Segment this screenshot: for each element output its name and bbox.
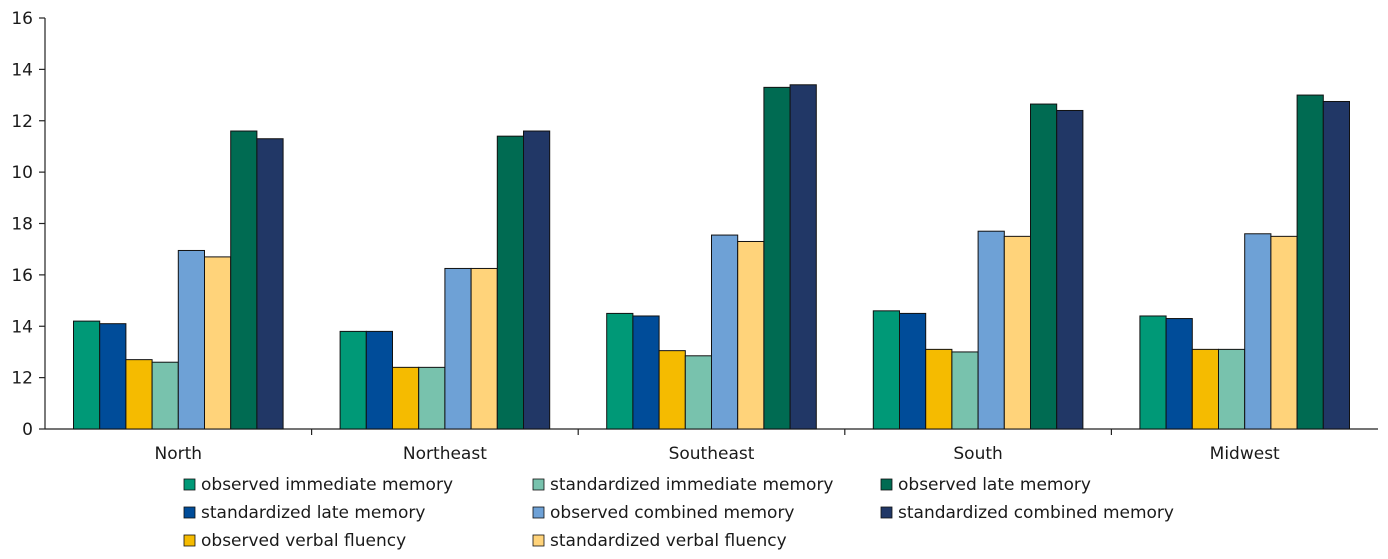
y-tick-label: 12 (11, 369, 33, 389)
y-tick-label: 12 (11, 112, 33, 132)
legend-swatch (183, 506, 196, 519)
legend-swatch (880, 506, 893, 519)
bar (151, 361, 179, 430)
bar (365, 330, 393, 430)
legend-label: standardized immediate memory (550, 475, 834, 495)
legend-label: standardized late memory (201, 503, 425, 523)
legend-swatch (183, 478, 196, 491)
x-category-label: Northeast (403, 444, 487, 464)
bar (872, 310, 900, 430)
bar (339, 330, 367, 430)
x-category-label: Midwest (1210, 444, 1280, 464)
legend-label: observed late memory (898, 475, 1091, 495)
x-category-label: North (155, 444, 203, 464)
bar (789, 84, 817, 430)
x-category-label: Southeast (669, 444, 755, 464)
bar (470, 267, 498, 430)
bar (977, 230, 1005, 430)
x-axis-labels: North Northeast Southeast South Midwest (155, 444, 1281, 464)
bar (1296, 94, 1324, 430)
bar (606, 312, 634, 430)
bar (496, 135, 524, 430)
legend-label: observed verbal fluency (201, 531, 406, 551)
bar (632, 315, 660, 430)
bar (763, 86, 791, 430)
bar (1218, 348, 1246, 430)
bar (73, 320, 101, 430)
chart-bars (73, 84, 1351, 430)
bar (684, 355, 712, 430)
bar (418, 366, 446, 430)
bar (658, 350, 686, 430)
bar (925, 348, 953, 430)
y-tick-label: 0 (22, 420, 33, 440)
bar (1322, 100, 1351, 430)
legend-label: standardized verbal fluency (550, 531, 787, 551)
legend-label: observed combined memory (550, 503, 795, 523)
bar (1165, 318, 1193, 430)
bar (230, 130, 258, 430)
bar (711, 234, 739, 430)
bar (899, 312, 927, 430)
y-tick-label: 14 (11, 317, 33, 337)
chart-legend: observed immediate memory standardized im… (183, 475, 1174, 551)
bar (1244, 233, 1272, 430)
bar (1056, 109, 1084, 430)
bar (737, 240, 765, 430)
bar (1139, 315, 1167, 430)
y-tick-label: 16 (11, 266, 33, 286)
legend-swatch (880, 478, 893, 491)
bar (1191, 348, 1220, 430)
legend-swatch (532, 534, 545, 547)
bar (177, 249, 206, 430)
bar (1270, 235, 1298, 430)
bar (523, 130, 551, 430)
bar (444, 267, 472, 430)
y-tick-label: 10 (11, 163, 33, 183)
y-tick-label: 16 (11, 9, 33, 29)
x-category-label: South (953, 444, 1002, 464)
bar (125, 359, 153, 430)
bar (204, 256, 232, 430)
y-tick-label: 18 (11, 215, 33, 235)
legend-swatch (532, 478, 545, 491)
bar (99, 323, 127, 430)
bar (1030, 103, 1058, 430)
legend-swatch (183, 534, 196, 547)
bar (256, 138, 284, 430)
legend-label: standardized combined memory (898, 503, 1174, 523)
bar (392, 366, 420, 430)
bar (951, 351, 979, 430)
bar (1003, 235, 1031, 430)
legend-swatch (532, 506, 545, 519)
y-tick-label: 14 (11, 60, 33, 80)
legend-label: observed immediate memory (201, 475, 453, 495)
